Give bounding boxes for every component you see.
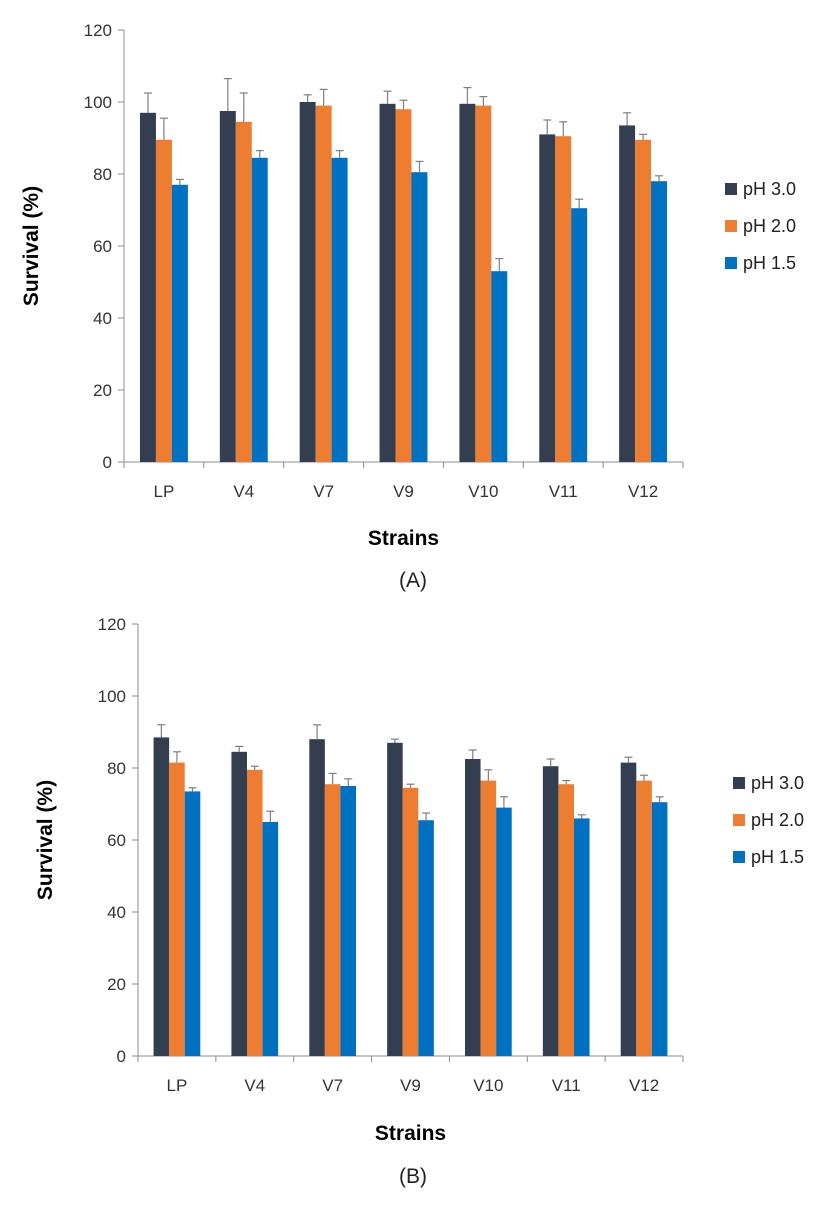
x-tick-label: V10 bbox=[473, 1076, 503, 1095]
bar bbox=[155, 139, 172, 463]
y-tick-label: 20 bbox=[93, 381, 112, 400]
y-tick-label: 60 bbox=[107, 831, 126, 850]
bar bbox=[184, 791, 201, 1056]
y-tick-label: 40 bbox=[107, 903, 126, 922]
bar bbox=[219, 111, 236, 462]
y-tick-label: 60 bbox=[93, 237, 112, 256]
bar bbox=[620, 762, 637, 1056]
bar bbox=[171, 184, 188, 463]
y-tick-label: 80 bbox=[93, 165, 112, 184]
bar bbox=[235, 121, 252, 463]
bar bbox=[379, 103, 396, 463]
x-tick-label: V12 bbox=[629, 1076, 659, 1095]
bar bbox=[340, 786, 356, 1056]
legend-swatch bbox=[725, 257, 737, 269]
y-axis-title: Survival (%) bbox=[34, 780, 57, 900]
bar bbox=[299, 102, 316, 462]
bar bbox=[539, 134, 556, 462]
legend-swatch bbox=[733, 814, 745, 826]
x-tick-label: V9 bbox=[393, 482, 414, 501]
x-tick-label: V9 bbox=[400, 1076, 421, 1095]
bar bbox=[139, 112, 156, 463]
bar bbox=[558, 784, 574, 1056]
bar bbox=[309, 739, 325, 1056]
bar bbox=[331, 157, 348, 463]
bar bbox=[418, 820, 434, 1056]
y-tick-label: 40 bbox=[93, 309, 112, 328]
legend-label: pH 3.0 bbox=[751, 773, 804, 793]
y-tick-label: 20 bbox=[107, 975, 126, 994]
bar bbox=[651, 181, 668, 462]
bar bbox=[324, 784, 341, 1056]
legend-swatch bbox=[725, 183, 737, 195]
bar bbox=[465, 759, 481, 1056]
y-tick-label: 120 bbox=[98, 615, 126, 634]
bar bbox=[480, 780, 497, 1056]
y-tick-label: 100 bbox=[98, 687, 126, 706]
x-tick-label: V4 bbox=[244, 1076, 265, 1095]
bar bbox=[635, 139, 652, 463]
legend-swatch bbox=[725, 220, 737, 232]
bar bbox=[574, 818, 590, 1056]
bar bbox=[619, 125, 636, 463]
legend-label: pH 2.0 bbox=[751, 810, 804, 830]
bar bbox=[491, 271, 508, 462]
bar bbox=[459, 103, 476, 463]
x-tick-label: V10 bbox=[468, 482, 498, 501]
bar bbox=[651, 802, 668, 1056]
y-axis-title: Survival (%) bbox=[20, 186, 43, 306]
x-tick-label: V7 bbox=[313, 482, 334, 501]
y-tick-label: 0 bbox=[117, 1047, 126, 1066]
bar bbox=[411, 172, 428, 462]
x-axis-title: Strains bbox=[375, 1122, 446, 1145]
bar bbox=[555, 136, 572, 462]
x-axis-title: Strains bbox=[368, 527, 439, 550]
x-tick-label: LP bbox=[167, 1076, 188, 1095]
y-tick-label: 80 bbox=[107, 759, 126, 778]
x-tick-label: LP bbox=[154, 482, 175, 501]
bar bbox=[387, 742, 403, 1056]
panel-label: (B) bbox=[399, 1165, 427, 1188]
bar bbox=[636, 780, 652, 1056]
legend-label: pH 1.5 bbox=[743, 253, 796, 273]
bar bbox=[251, 157, 268, 463]
bar bbox=[395, 109, 412, 462]
bar bbox=[571, 208, 588, 462]
legend-label: pH 2.0 bbox=[743, 216, 796, 236]
y-tick-label: 120 bbox=[84, 21, 112, 40]
y-tick-label: 0 bbox=[103, 453, 112, 472]
legend-label: pH 1.5 bbox=[751, 847, 804, 867]
x-tick-label: V11 bbox=[549, 482, 578, 501]
chart-panel-a: 0 20 40 60 80 100 120 LP V4 V7 V9 V10 V11 V12 Survival… bbox=[20, 21, 796, 592]
x-tick-label: V11 bbox=[552, 1076, 581, 1095]
bar bbox=[262, 822, 279, 1056]
bar bbox=[169, 762, 185, 1056]
bar bbox=[247, 769, 263, 1056]
legend-swatch bbox=[733, 777, 745, 789]
x-tick-label: V12 bbox=[628, 482, 658, 501]
x-tick-label: V4 bbox=[233, 482, 254, 501]
bar bbox=[496, 807, 512, 1056]
bar bbox=[475, 105, 492, 462]
legend-label: pH 3.0 bbox=[743, 179, 796, 199]
bar bbox=[542, 766, 559, 1056]
bar bbox=[402, 787, 419, 1056]
bar bbox=[315, 105, 332, 462]
y-tick-label: 100 bbox=[84, 93, 112, 112]
bar bbox=[231, 751, 247, 1056]
panel-label: (A) bbox=[399, 569, 427, 592]
bar bbox=[153, 737, 170, 1056]
x-tick-label: V7 bbox=[322, 1076, 343, 1095]
chart-panel-b: 0 20 40 60 80 100 120 LP V4 V7 V9 V10 V11 V12 Survival… bbox=[34, 615, 804, 1188]
legend-swatch bbox=[733, 851, 745, 863]
